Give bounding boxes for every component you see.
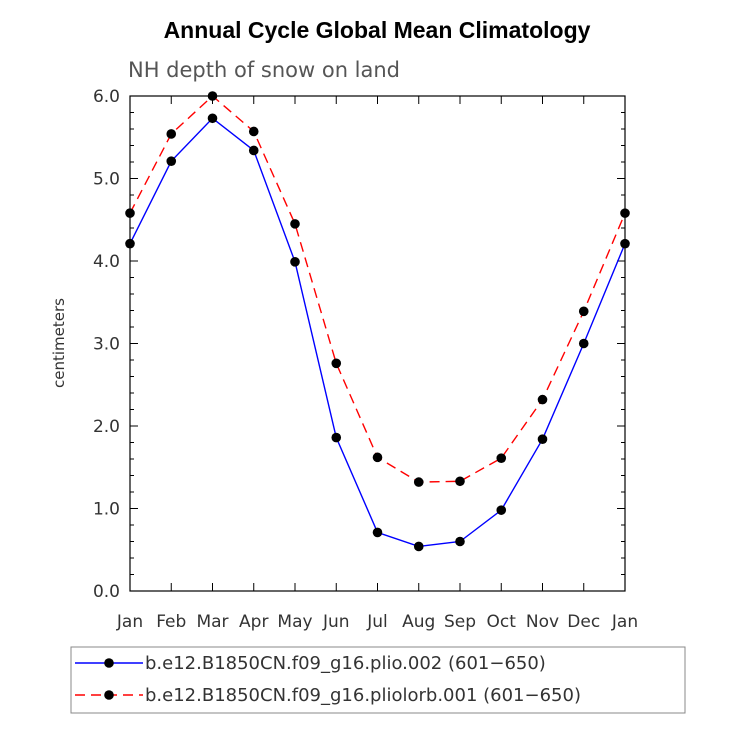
series-2-point [578,306,589,317]
x-tick-label: Jun [322,612,350,632]
series-2-point [455,476,465,487]
series-1-point [496,505,507,515]
y-tick-label: 6.0 [93,87,120,107]
series-2-point [166,129,177,139]
series-2-point [248,126,259,137]
legend-marker-2 [104,690,114,700]
x-tick-label: Sep [444,612,476,632]
y-axis-label: centimeters [50,298,68,388]
series-1-point [537,434,548,445]
x-tick-label: Jan [611,612,638,632]
series-2-point [496,453,507,463]
x-tick-label: Oct [487,612,517,632]
y-tick-label: 0.0 [93,582,120,602]
series-1-point [290,257,300,267]
series-2-point [331,358,342,369]
chart-subtitle: NH depth of snow on land [128,58,400,82]
y-tick-label: 2.0 [93,417,120,437]
series-1-point [455,536,465,547]
series-1-point [578,338,589,349]
series-2-point [290,219,300,229]
x-tick-label: Apr [239,612,268,632]
series-1-point [166,156,177,166]
x-tick-label: Aug [402,612,435,632]
series-layer [125,91,630,552]
series-2-point [537,394,548,405]
x-tick-label: Nov [526,612,559,632]
series-line-1 [129,117,626,548]
series-line-2 [129,95,626,483]
legend: b.e12.B1850CN.f09_g16.plio.002 (601−650)… [70,646,686,714]
y-tick-label: 5.0 [93,170,120,190]
x-tick-label: Dec [567,612,600,632]
x-tick-label: Jul [366,612,388,632]
ticks-layer: 0.0 1.0 2.0 3.0 4.0 5.0 6.0 Jan Feb Mar Apr May Jun J… [93,87,638,632]
y-tick-label: 4.0 [93,252,120,272]
series-2-point [372,452,383,463]
legend-label-1: b.e12.B1850CN.f09_g16.plio.002 (601−650) [145,653,546,674]
series-1-point [331,432,342,443]
y-tick-label: 1.0 [93,500,120,520]
legend-box [70,646,686,714]
series-2-point [413,477,424,487]
series-1-point [413,541,424,552]
x-tick-label: Jan [116,612,143,632]
x-tick-label: Feb [156,612,186,632]
x-tick-label: Mar [196,612,228,632]
y-tick-label: 3.0 [93,335,120,355]
plot-frame [129,95,626,592]
series-1-point [248,145,259,156]
x-tick-label: May [277,612,312,632]
series-1-point [372,527,383,538]
legend-marker-1 [104,658,114,668]
legend-label-2: b.e12.B1850CN.f09_g16.pliolorb.001 (601−… [145,685,581,706]
chart-title: Annual Cycle Global Mean Climatology [164,17,591,43]
series-1-point [207,113,218,124]
